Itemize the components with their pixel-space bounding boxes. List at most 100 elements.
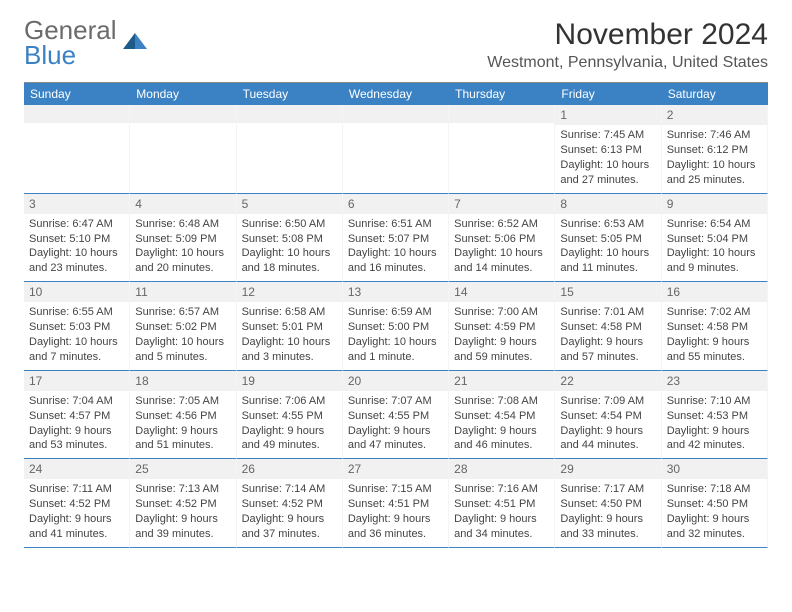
sunset-text: Sunset: 5:05 PM (560, 232, 655, 247)
day-number: 27 (343, 459, 448, 479)
sunset-text: Sunset: 5:01 PM (242, 320, 337, 335)
sunrise-text: Sunrise: 7:14 AM (242, 482, 337, 497)
day-number: 10 (24, 282, 129, 302)
day-number: 13 (343, 282, 448, 302)
cell-content: Sunrise: 7:06 AMSunset: 4:55 PMDaylight:… (237, 391, 342, 458)
calendar-cell: 17Sunrise: 7:04 AMSunset: 4:57 PMDayligh… (24, 371, 130, 460)
day-number: 28 (449, 459, 554, 479)
day-number: 9 (662, 194, 767, 214)
cell-content: Sunrise: 6:57 AMSunset: 5:02 PMDaylight:… (130, 302, 235, 369)
calendar-cell: 28Sunrise: 7:16 AMSunset: 4:51 PMDayligh… (449, 459, 555, 548)
sunset-text: Sunset: 4:52 PM (29, 497, 124, 512)
daylight-text: Daylight: 10 hours and 3 minutes. (242, 335, 337, 365)
day-number: 8 (555, 194, 660, 214)
calendar-cell: 19Sunrise: 7:06 AMSunset: 4:55 PMDayligh… (237, 371, 343, 460)
cell-content: Sunrise: 7:07 AMSunset: 4:55 PMDaylight:… (343, 391, 448, 458)
days-of-week-row: Sunday Monday Tuesday Wednesday Thursday… (24, 83, 768, 105)
calendar: Sunday Monday Tuesday Wednesday Thursday… (24, 82, 768, 548)
sunrise-text: Sunrise: 6:59 AM (348, 305, 443, 320)
sunset-text: Sunset: 4:52 PM (242, 497, 337, 512)
daylight-text: Daylight: 9 hours and 34 minutes. (454, 512, 549, 542)
day-number (343, 105, 448, 123)
sunrise-text: Sunrise: 6:51 AM (348, 217, 443, 232)
sunset-text: Sunset: 5:06 PM (454, 232, 549, 247)
day-number: 23 (662, 371, 767, 391)
daylight-text: Daylight: 10 hours and 5 minutes. (135, 335, 230, 365)
day-number: 26 (237, 459, 342, 479)
sunset-text: Sunset: 4:51 PM (454, 497, 549, 512)
location-subtitle: Westmont, Pennsylvania, United States (487, 54, 768, 72)
sunrise-text: Sunrise: 6:48 AM (135, 217, 230, 232)
calendar-cell: 24Sunrise: 7:11 AMSunset: 4:52 PMDayligh… (24, 459, 130, 548)
sunrise-text: Sunrise: 6:53 AM (560, 217, 655, 232)
logo: General Blue (24, 18, 149, 67)
daylight-text: Daylight: 9 hours and 57 minutes. (560, 335, 655, 365)
sunset-text: Sunset: 4:58 PM (667, 320, 762, 335)
sunset-text: Sunset: 4:55 PM (242, 409, 337, 424)
cell-content: Sunrise: 7:09 AMSunset: 4:54 PMDaylight:… (555, 391, 660, 458)
sunset-text: Sunset: 4:55 PM (348, 409, 443, 424)
sunrise-text: Sunrise: 7:13 AM (135, 482, 230, 497)
calendar-cell (449, 105, 555, 194)
sunrise-text: Sunrise: 7:04 AM (29, 394, 124, 409)
dow-friday: Friday (555, 83, 661, 105)
calendar-cell: 1Sunrise: 7:45 AMSunset: 6:13 PMDaylight… (555, 105, 661, 194)
sunset-text: Sunset: 4:56 PM (135, 409, 230, 424)
sunrise-text: Sunrise: 7:10 AM (667, 394, 762, 409)
cell-content: Sunrise: 7:16 AMSunset: 4:51 PMDaylight:… (449, 479, 554, 546)
calendar-cell (237, 105, 343, 194)
calendar-cell (130, 105, 236, 194)
calendar-cell: 11Sunrise: 6:57 AMSunset: 5:02 PMDayligh… (130, 282, 236, 371)
daylight-text: Daylight: 10 hours and 23 minutes. (29, 246, 124, 276)
cell-content: Sunrise: 7:00 AMSunset: 4:59 PMDaylight:… (449, 302, 554, 369)
calendar-cell: 27Sunrise: 7:15 AMSunset: 4:51 PMDayligh… (343, 459, 449, 548)
cell-content: Sunrise: 7:15 AMSunset: 4:51 PMDaylight:… (343, 479, 448, 546)
day-number: 4 (130, 194, 235, 214)
sunset-text: Sunset: 5:00 PM (348, 320, 443, 335)
logo-text-bottom: Blue (24, 43, 117, 68)
cell-content: Sunrise: 7:10 AMSunset: 4:53 PMDaylight:… (662, 391, 767, 458)
sunrise-text: Sunrise: 7:17 AM (560, 482, 655, 497)
sunset-text: Sunset: 5:02 PM (135, 320, 230, 335)
daylight-text: Daylight: 9 hours and 37 minutes. (242, 512, 337, 542)
sunset-text: Sunset: 4:50 PM (560, 497, 655, 512)
calendar-cell: 18Sunrise: 7:05 AMSunset: 4:56 PMDayligh… (130, 371, 236, 460)
sunrise-text: Sunrise: 7:00 AM (454, 305, 549, 320)
daylight-text: Daylight: 9 hours and 46 minutes. (454, 424, 549, 454)
sunrise-text: Sunrise: 6:52 AM (454, 217, 549, 232)
cell-content: Sunrise: 6:55 AMSunset: 5:03 PMDaylight:… (24, 302, 129, 369)
daylight-text: Daylight: 10 hours and 25 minutes. (667, 158, 762, 188)
day-number: 3 (24, 194, 129, 214)
daylight-text: Daylight: 9 hours and 36 minutes. (348, 512, 443, 542)
daylight-text: Daylight: 9 hours and 59 minutes. (454, 335, 549, 365)
cell-content: Sunrise: 6:54 AMSunset: 5:04 PMDaylight:… (662, 214, 767, 281)
sunrise-text: Sunrise: 6:54 AM (667, 217, 762, 232)
daylight-text: Daylight: 10 hours and 16 minutes. (348, 246, 443, 276)
sunset-text: Sunset: 4:52 PM (135, 497, 230, 512)
cell-content: Sunrise: 7:45 AMSunset: 6:13 PMDaylight:… (555, 125, 660, 192)
sunset-text: Sunset: 4:54 PM (560, 409, 655, 424)
calendar-cell: 25Sunrise: 7:13 AMSunset: 4:52 PMDayligh… (130, 459, 236, 548)
cell-content: Sunrise: 6:50 AMSunset: 5:08 PMDaylight:… (237, 214, 342, 281)
calendar-cell (24, 105, 130, 194)
cell-content: Sunrise: 6:52 AMSunset: 5:06 PMDaylight:… (449, 214, 554, 281)
day-number: 1 (555, 105, 660, 125)
dow-saturday: Saturday (662, 83, 768, 105)
daylight-text: Daylight: 9 hours and 32 minutes. (667, 512, 762, 542)
sunrise-text: Sunrise: 7:45 AM (560, 128, 655, 143)
day-number: 18 (130, 371, 235, 391)
calendar-cell: 30Sunrise: 7:18 AMSunset: 4:50 PMDayligh… (662, 459, 768, 548)
calendar-cell: 22Sunrise: 7:09 AMSunset: 4:54 PMDayligh… (555, 371, 661, 460)
calendar-cell: 7Sunrise: 6:52 AMSunset: 5:06 PMDaylight… (449, 194, 555, 283)
day-number: 25 (130, 459, 235, 479)
daylight-text: Daylight: 10 hours and 14 minutes. (454, 246, 549, 276)
day-number: 22 (555, 371, 660, 391)
calendar-cell: 10Sunrise: 6:55 AMSunset: 5:03 PMDayligh… (24, 282, 130, 371)
day-number: 5 (237, 194, 342, 214)
dow-thursday: Thursday (449, 83, 555, 105)
dow-monday: Monday (130, 83, 236, 105)
logo-text-top: General (24, 18, 117, 43)
cell-content: Sunrise: 6:58 AMSunset: 5:01 PMDaylight:… (237, 302, 342, 369)
cell-content: Sunrise: 6:53 AMSunset: 5:05 PMDaylight:… (555, 214, 660, 281)
cell-content: Sunrise: 7:05 AMSunset: 4:56 PMDaylight:… (130, 391, 235, 458)
